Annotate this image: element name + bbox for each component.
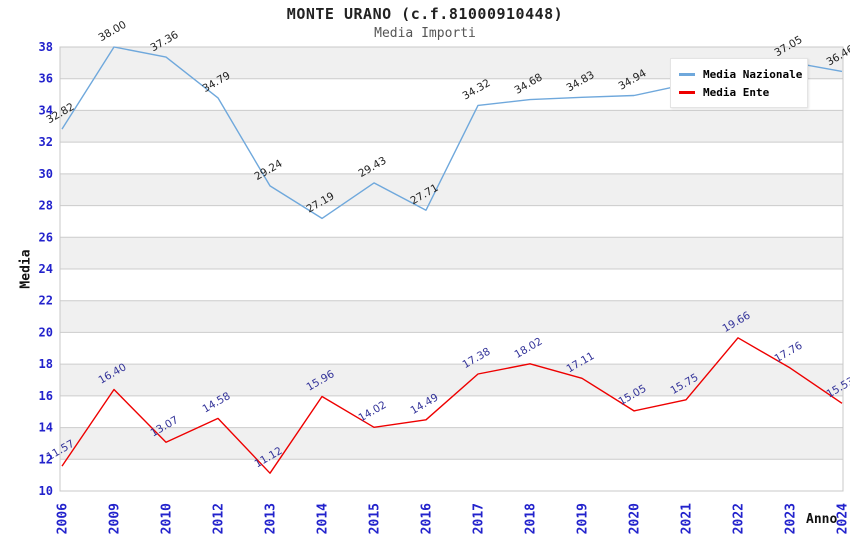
plot-band: [60, 459, 843, 491]
y-tick-label: 16: [39, 389, 53, 403]
x-tick-label: 2006: [56, 503, 71, 534]
plot-band: [60, 269, 843, 301]
series-line-0: [61, 46, 843, 220]
legend-item-nazionale: Media Nazionale: [679, 65, 807, 83]
y-tick-label: 10: [39, 484, 53, 498]
y-tick-label: 14: [39, 421, 53, 435]
y-tick-label: 24: [39, 262, 53, 276]
x-tick-label: 2013: [264, 503, 279, 534]
y-tick-label: 12: [39, 452, 53, 466]
x-tick-label: 2014: [316, 503, 331, 534]
y-tick-label: 20: [39, 325, 53, 339]
x-axis-title: Anno: [806, 512, 838, 527]
plot-band: [60, 332, 843, 365]
plot-band: [60, 300, 843, 333]
plot-band: [60, 205, 843, 238]
plot-band: [60, 237, 843, 269]
x-tick-label: 2016: [420, 503, 435, 534]
plot-band: [60, 110, 843, 143]
series-line-1: [61, 337, 843, 474]
legend-swatch-ente: [679, 90, 695, 94]
x-tick-label: 2019: [576, 503, 591, 534]
y-tick-label: 36: [39, 72, 53, 86]
y-tick-label: 30: [39, 167, 53, 181]
x-tick-label: 2017: [472, 503, 487, 534]
legend-label-ente: Media Ente: [703, 85, 770, 99]
x-tick-label: 2018: [524, 503, 539, 534]
y-axis-title: Media: [18, 249, 34, 289]
y-tick-label: 32: [39, 135, 53, 149]
y-tick-label: 26: [39, 230, 53, 244]
x-tick-label: 2012: [212, 503, 227, 534]
y-tick-label: 34: [39, 103, 53, 117]
plot-band: [60, 395, 843, 428]
x-tick-label: 2021: [680, 503, 695, 534]
chart-subtitle: Media Importi: [374, 26, 476, 41]
x-tick-label: 2024: [836, 503, 850, 534]
legend-item-ente: Media Ente: [679, 83, 807, 101]
plot-band: [60, 173, 843, 206]
chart-title: MONTE URANO (c.f.81000910448): [286, 5, 564, 23]
plot-border: [59, 46, 844, 492]
y-tick-label: 22: [39, 294, 53, 308]
y-tick-label: 28: [39, 199, 53, 213]
x-tick-label: 2022: [732, 503, 747, 534]
x-tick-label: 2023: [784, 503, 799, 534]
x-tick-label: 2009: [108, 503, 123, 534]
x-tick-label: 2020: [628, 503, 643, 534]
y-tick-label: 38: [39, 40, 53, 54]
legend-box: Media Nazionale Media Ente: [670, 58, 808, 108]
x-tick-label: 2015: [368, 503, 383, 534]
plot-band: [60, 427, 843, 460]
legend-swatch-nazionale: [679, 72, 695, 76]
legend-label-nazionale: Media Nazionale: [703, 67, 803, 81]
x-tick-label: 2010: [160, 503, 175, 534]
plot-band: [60, 364, 843, 396]
y-tick-label: 18: [39, 357, 53, 371]
